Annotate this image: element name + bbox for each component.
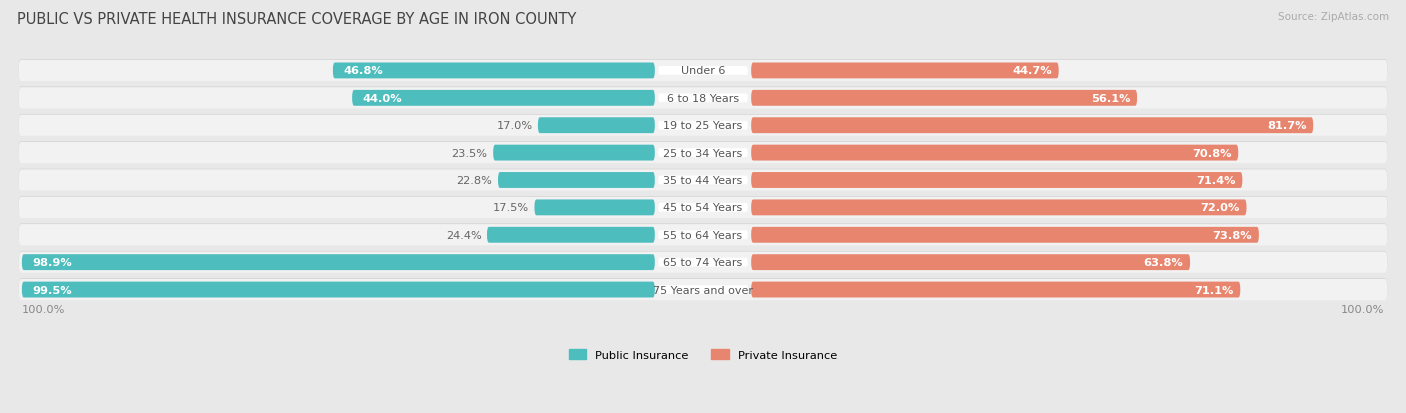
- Text: 65 to 74 Years: 65 to 74 Years: [664, 258, 742, 268]
- FancyBboxPatch shape: [18, 169, 1388, 191]
- FancyBboxPatch shape: [658, 149, 748, 158]
- Text: 99.5%: 99.5%: [32, 285, 72, 295]
- FancyBboxPatch shape: [18, 88, 1388, 109]
- Text: 19 to 25 Years: 19 to 25 Years: [664, 121, 742, 131]
- FancyBboxPatch shape: [18, 252, 1388, 273]
- FancyBboxPatch shape: [658, 204, 748, 212]
- Text: 71.4%: 71.4%: [1197, 176, 1236, 185]
- Text: 71.1%: 71.1%: [1194, 285, 1233, 295]
- FancyBboxPatch shape: [658, 231, 748, 240]
- FancyBboxPatch shape: [18, 142, 1388, 164]
- FancyBboxPatch shape: [18, 252, 1388, 273]
- Text: 6 to 18 Years: 6 to 18 Years: [666, 94, 740, 104]
- Text: 100.0%: 100.0%: [1341, 304, 1384, 314]
- Text: 46.8%: 46.8%: [343, 66, 382, 76]
- FancyBboxPatch shape: [22, 254, 655, 271]
- Text: 63.8%: 63.8%: [1143, 258, 1184, 268]
- FancyBboxPatch shape: [658, 67, 748, 76]
- FancyBboxPatch shape: [498, 173, 655, 188]
- Text: 72.0%: 72.0%: [1201, 203, 1240, 213]
- Text: 98.9%: 98.9%: [32, 258, 72, 268]
- FancyBboxPatch shape: [751, 173, 1243, 188]
- Legend: Public Insurance, Private Insurance: Public Insurance, Private Insurance: [569, 349, 837, 360]
- Text: 100.0%: 100.0%: [22, 304, 65, 314]
- FancyBboxPatch shape: [658, 176, 748, 185]
- FancyBboxPatch shape: [751, 63, 1059, 79]
- FancyBboxPatch shape: [751, 118, 1313, 134]
- FancyBboxPatch shape: [751, 227, 1258, 243]
- Text: 56.1%: 56.1%: [1091, 94, 1130, 104]
- FancyBboxPatch shape: [18, 170, 1388, 191]
- FancyBboxPatch shape: [18, 279, 1388, 300]
- FancyBboxPatch shape: [486, 227, 655, 243]
- FancyBboxPatch shape: [534, 200, 655, 216]
- FancyBboxPatch shape: [18, 225, 1388, 246]
- FancyBboxPatch shape: [18, 60, 1388, 81]
- FancyBboxPatch shape: [18, 115, 1388, 137]
- FancyBboxPatch shape: [18, 88, 1388, 109]
- Text: 17.0%: 17.0%: [496, 121, 533, 131]
- FancyBboxPatch shape: [22, 282, 655, 298]
- FancyBboxPatch shape: [751, 200, 1247, 216]
- FancyBboxPatch shape: [538, 118, 655, 134]
- Text: 23.5%: 23.5%: [451, 148, 488, 158]
- Text: 44.7%: 44.7%: [1012, 66, 1052, 76]
- FancyBboxPatch shape: [18, 197, 1388, 218]
- Text: 24.4%: 24.4%: [446, 230, 481, 240]
- Text: 25 to 34 Years: 25 to 34 Years: [664, 148, 742, 158]
- FancyBboxPatch shape: [658, 285, 748, 294]
- FancyBboxPatch shape: [18, 142, 1388, 163]
- FancyBboxPatch shape: [751, 145, 1239, 161]
- FancyBboxPatch shape: [751, 91, 1137, 107]
- FancyBboxPatch shape: [658, 258, 748, 267]
- Text: Under 6: Under 6: [681, 66, 725, 76]
- Text: 35 to 44 Years: 35 to 44 Years: [664, 176, 742, 185]
- Text: 17.5%: 17.5%: [494, 203, 529, 213]
- FancyBboxPatch shape: [18, 279, 1388, 301]
- Text: 22.8%: 22.8%: [457, 176, 492, 185]
- Text: 45 to 54 Years: 45 to 54 Years: [664, 203, 742, 213]
- FancyBboxPatch shape: [333, 63, 655, 79]
- Text: 44.0%: 44.0%: [363, 94, 402, 104]
- Text: 75 Years and over: 75 Years and over: [652, 285, 754, 295]
- Text: 81.7%: 81.7%: [1267, 121, 1306, 131]
- Text: 55 to 64 Years: 55 to 64 Years: [664, 230, 742, 240]
- FancyBboxPatch shape: [658, 121, 748, 130]
- FancyBboxPatch shape: [494, 145, 655, 161]
- FancyBboxPatch shape: [658, 94, 748, 103]
- FancyBboxPatch shape: [751, 254, 1189, 271]
- Text: 70.8%: 70.8%: [1192, 148, 1232, 158]
- FancyBboxPatch shape: [18, 197, 1388, 218]
- Text: 73.8%: 73.8%: [1212, 230, 1251, 240]
- FancyBboxPatch shape: [18, 115, 1388, 136]
- FancyBboxPatch shape: [751, 282, 1240, 298]
- Text: Source: ZipAtlas.com: Source: ZipAtlas.com: [1278, 12, 1389, 22]
- FancyBboxPatch shape: [18, 224, 1388, 245]
- FancyBboxPatch shape: [352, 91, 655, 107]
- FancyBboxPatch shape: [18, 61, 1388, 82]
- Text: PUBLIC VS PRIVATE HEALTH INSURANCE COVERAGE BY AGE IN IRON COUNTY: PUBLIC VS PRIVATE HEALTH INSURANCE COVER…: [17, 12, 576, 27]
